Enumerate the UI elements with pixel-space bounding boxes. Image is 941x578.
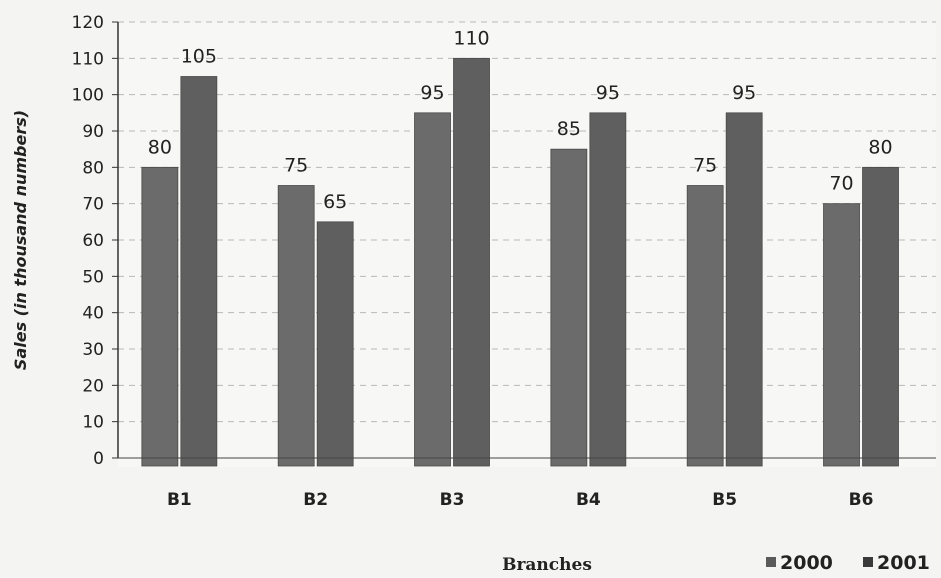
y-axis-title: Sales (in thousand numbers) bbox=[11, 110, 30, 370]
bar-B4-2001 bbox=[589, 112, 627, 467]
bar-B3-2000 bbox=[414, 112, 451, 467]
data-label-B4-2001: 95 bbox=[596, 82, 620, 104]
data-label-B1-2000: 80 bbox=[148, 136, 172, 158]
y-tick-label-40: 40 bbox=[82, 304, 104, 324]
y-tick-label-30: 30 bbox=[82, 340, 104, 360]
data-label-B2-2000: 75 bbox=[284, 155, 308, 177]
bar-B1-2001 bbox=[180, 76, 218, 467]
bar-B5-2000 bbox=[686, 185, 724, 467]
x-tick-label-B2: B2 bbox=[303, 490, 328, 510]
grid-layer bbox=[118, 21, 936, 459]
data-label-B3-2000: 95 bbox=[420, 82, 444, 104]
bar-B1-2000 bbox=[141, 166, 179, 467]
bar-B6-2000 bbox=[823, 203, 860, 467]
x-axis-title: Branches bbox=[502, 555, 592, 575]
data-label-B3-2001: 110 bbox=[453, 27, 489, 49]
y-tick-labels: 0 10 20 30 40 50 60 70 80 90 100 110 120 bbox=[72, 13, 118, 469]
category-labels: B1 B2 B3 B4 B5 B6 bbox=[167, 490, 873, 510]
data-label-B5-2000: 75 bbox=[693, 155, 717, 177]
bar-B2-2001 bbox=[316, 221, 354, 467]
y-tick-label-90: 90 bbox=[82, 122, 104, 142]
bar-B6-2001 bbox=[862, 166, 899, 467]
data-label-B1-2001: 105 bbox=[181, 46, 217, 68]
bar-B5-2001 bbox=[725, 112, 763, 467]
y-tick-label-110: 110 bbox=[72, 49, 104, 69]
y-tick-label-0: 0 bbox=[93, 449, 104, 469]
legend-label-2001: 2001 bbox=[877, 552, 930, 574]
plot-area bbox=[118, 22, 936, 467]
y-tick-label-20: 20 bbox=[82, 376, 104, 396]
legend-swatch-2001 bbox=[863, 557, 873, 567]
data-label-B6-2001: 80 bbox=[868, 136, 892, 158]
legend-swatch-2000 bbox=[766, 557, 776, 567]
x-tick-label-B4: B4 bbox=[576, 490, 601, 510]
y-tick-label-120: 120 bbox=[72, 13, 104, 33]
data-labels: 80 105 75 65 95 110 85 95 75 95 70 80 bbox=[148, 27, 893, 213]
bar-B4-2000 bbox=[550, 148, 588, 467]
bar-layer bbox=[141, 57, 899, 467]
y-tick-label-50: 50 bbox=[82, 267, 104, 287]
legend: 2000 2001 bbox=[766, 552, 930, 574]
y-tick-label-10: 10 bbox=[82, 413, 104, 433]
y-tick-label-100: 100 bbox=[72, 86, 104, 106]
x-tick-label-B5: B5 bbox=[712, 490, 737, 510]
legend-label-2000: 2000 bbox=[780, 552, 833, 574]
data-label-B2-2001: 65 bbox=[323, 191, 347, 213]
data-label-B6-2000: 70 bbox=[829, 173, 853, 195]
bar-B2-2000 bbox=[277, 185, 315, 467]
x-tick-label-B1: B1 bbox=[167, 490, 192, 510]
x-tick-label-B6: B6 bbox=[849, 490, 874, 510]
data-label-B5-2001: 95 bbox=[732, 82, 756, 104]
y-tick-label-80: 80 bbox=[82, 158, 104, 178]
x-tick-label-B3: B3 bbox=[440, 490, 465, 510]
data-label-B4-2000: 85 bbox=[557, 118, 581, 140]
y-tick-label-70: 70 bbox=[82, 195, 104, 215]
y-tick-label-60: 60 bbox=[82, 231, 104, 251]
bar-B3-2001 bbox=[453, 57, 490, 467]
